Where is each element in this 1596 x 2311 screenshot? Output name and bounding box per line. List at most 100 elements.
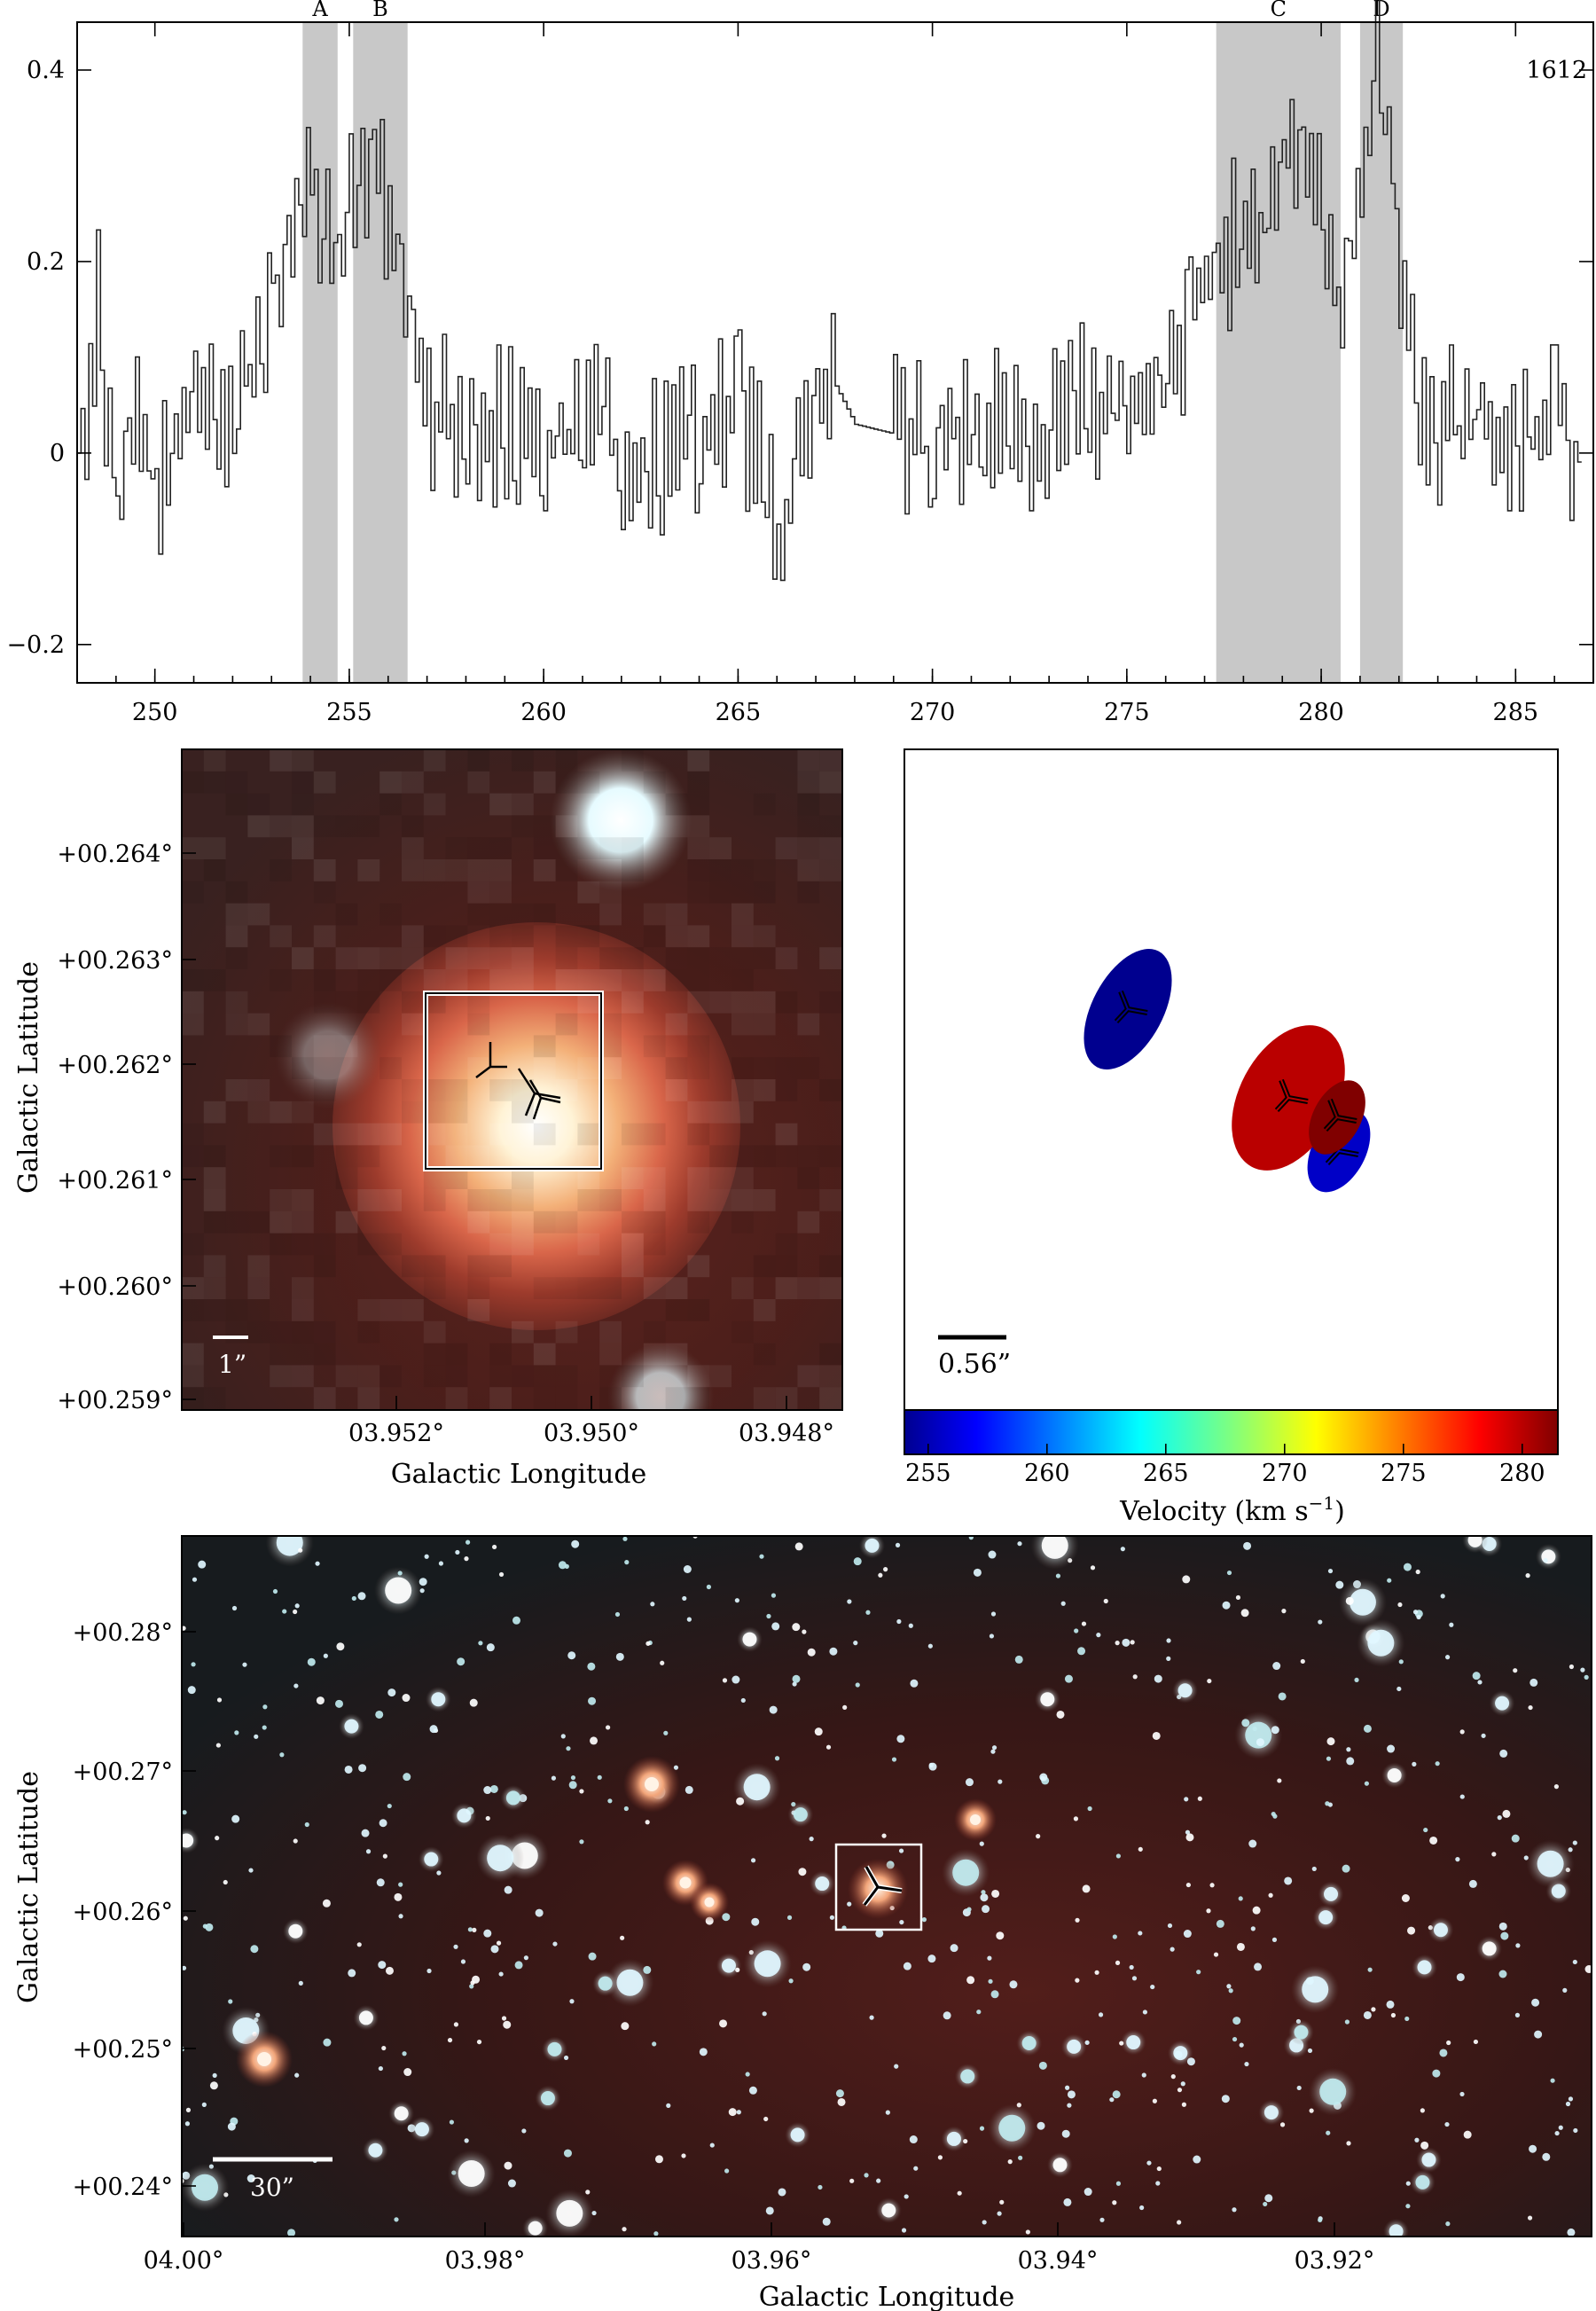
- zoom-pixel: [533, 1277, 556, 1299]
- zoom-pixel: [533, 1387, 556, 1409]
- field-star: [387, 1688, 396, 1697]
- field-star: [798, 1868, 807, 1876]
- field-star: [943, 2011, 951, 2020]
- field-star: [957, 2190, 962, 2196]
- zoom-pixel: [335, 947, 358, 969]
- zoom-pixel: [270, 969, 292, 991]
- field-star: [357, 1592, 366, 1601]
- field-star: [878, 1572, 883, 1578]
- field-star: [759, 1554, 764, 1559]
- field-star: [458, 2160, 485, 2188]
- field-star: [1472, 1672, 1481, 1680]
- zoom-pixel: [203, 1101, 226, 1124]
- zoom-pixel: [335, 1123, 358, 1146]
- field-star: [735, 1967, 740, 1972]
- zoom-pixel: [732, 925, 754, 948]
- shaded-region-C: [1216, 22, 1341, 683]
- field-star: [1193, 2155, 1201, 2164]
- spectrum-y-ticks: 0.4 0.2 0 −0.2: [6, 57, 1593, 659]
- field-star: [788, 1978, 794, 1984]
- zoom-pixel: [687, 969, 710, 991]
- field-star: [1326, 2130, 1331, 2135]
- zoom-pixel: [357, 1320, 380, 1344]
- field-red-star-core: [970, 1814, 981, 1825]
- zoom-pixel: [270, 1343, 292, 1366]
- field-star: [344, 1719, 359, 1734]
- zoom-pixel: [797, 1167, 820, 1189]
- zoom-y-ticks: +00.264° +00.263° +00.262° +00.261° +00.260°…: [57, 841, 196, 1414]
- field-star: [927, 1643, 933, 1649]
- zoom-pixel: [225, 1079, 248, 1101]
- field-star: [847, 1599, 852, 1604]
- field-star: [1477, 1680, 1483, 1685]
- field-star: [1119, 2041, 1124, 2046]
- zoom-pixel: [402, 1079, 424, 1101]
- zoom-pixel: [687, 881, 710, 904]
- zoom-pixel: [533, 771, 556, 794]
- zoom-pixel: [182, 837, 204, 859]
- field-star: [829, 1647, 838, 1656]
- field-star: [449, 2119, 455, 2125]
- zoom-pixel: [512, 1210, 534, 1234]
- zoom-pixel: [445, 1343, 468, 1366]
- zoom-pixel: [665, 969, 688, 991]
- zoom-pixel: [665, 947, 688, 969]
- zoom-pixel: [732, 1189, 754, 1211]
- zoom-pixel: [467, 1145, 490, 1168]
- field-star: [896, 1618, 902, 1625]
- zoom-pixel: [533, 1057, 556, 1079]
- zoom-pixel: [512, 925, 534, 948]
- zoom-pixel: [247, 815, 270, 838]
- field-star: [706, 1584, 712, 1590]
- zoom-pixel: [512, 815, 534, 838]
- field-star: [1067, 2039, 1082, 2054]
- zoom-pixel: [379, 1299, 402, 1321]
- field-star: [1180, 2081, 1185, 2087]
- field-star: [1537, 1850, 1564, 1877]
- zoom-box: [425, 992, 602, 1170]
- zoom-pixel: [423, 793, 446, 816]
- field-star: [621, 2022, 630, 2031]
- field-star: [1155, 2181, 1161, 2186]
- zoom-pixel: [709, 969, 732, 991]
- field-star: [1009, 1980, 1018, 1989]
- field-star: [505, 1790, 520, 1806]
- zoom-pixel: [622, 837, 644, 859]
- field-star: [1174, 2050, 1183, 2059]
- field-star: [814, 1727, 823, 1736]
- field-star: [1064, 1674, 1073, 1683]
- zoom-pixel: [555, 1210, 578, 1234]
- field-x-axis-label: Galactic Longitude: [759, 2282, 1015, 2311]
- field-star: [298, 1547, 303, 1553]
- field-star: [424, 1554, 429, 1559]
- field-star: [1082, 1884, 1091, 1893]
- field-star: [1584, 1965, 1592, 1974]
- field-star: [1235, 1594, 1241, 1601]
- field-zoom-box: [834, 1843, 923, 1931]
- field-star: [1245, 1721, 1272, 1749]
- field-star: [1154, 1674, 1162, 1683]
- field-star: [570, 1774, 576, 1781]
- zoom-pixel: [599, 1320, 622, 1344]
- zoom-pixel: [292, 1277, 314, 1299]
- zoom-pixel: [270, 925, 292, 948]
- field-star: [385, 1577, 412, 1604]
- zoom-pixel: [732, 1210, 754, 1234]
- field-red-star-core: [704, 1897, 715, 1908]
- zoom-pixel: [512, 1233, 534, 1256]
- field-star: [754, 1950, 781, 1978]
- zoom-pixel: [467, 881, 490, 904]
- field-star: [896, 1735, 905, 1743]
- field-star: [1500, 1931, 1509, 1940]
- zoom-pixel: [687, 925, 710, 948]
- field-star: [853, 1557, 862, 1566]
- zoom-pixel: [247, 903, 270, 926]
- field-star: [182, 1810, 187, 1815]
- field-star: [402, 1694, 411, 1703]
- field-star: [1167, 1923, 1173, 1929]
- zoom-pixel: [489, 969, 512, 991]
- spectrum-label: 1612: [1526, 57, 1587, 84]
- field-star: [818, 2184, 823, 2190]
- zoom-pixel: [270, 1145, 292, 1168]
- field-star: [1420, 2108, 1425, 2113]
